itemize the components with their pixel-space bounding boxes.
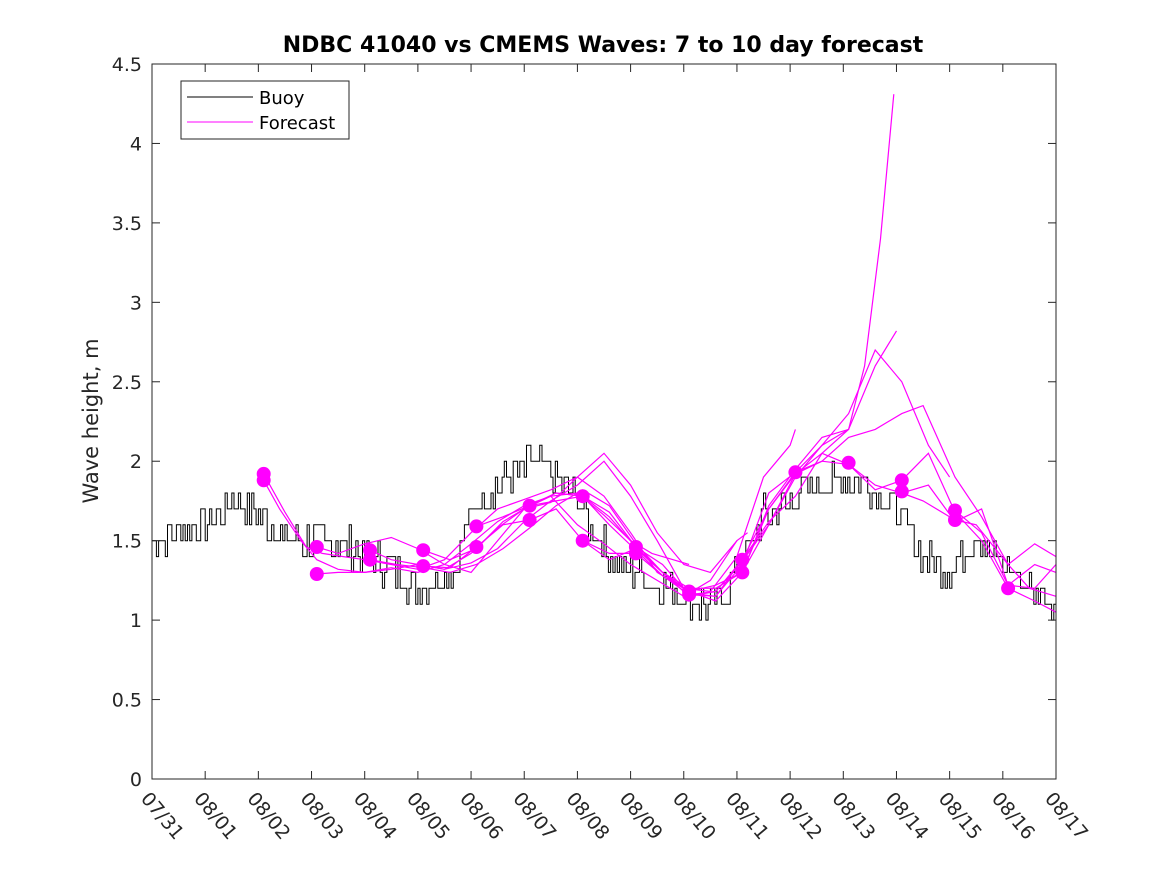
legend: Buoy Forecast (180, 80, 350, 140)
forecast-marker (735, 565, 750, 580)
forecast-marker (416, 559, 431, 574)
forecast-marker (416, 543, 431, 558)
forecast-marker (309, 540, 324, 554)
chart-title: NDBC 41040 vs CMEMS Waves: 7 to 10 day f… (283, 33, 924, 58)
forecast-series-line (476, 348, 951, 593)
plot-area: 00.511.522.533.544.507/31 08/01 08/02 08/03… (112, 54, 1092, 844)
y-axis-label: Wave height, m (79, 338, 103, 503)
y-tick-label: 3.5 (112, 213, 142, 235)
y-tick-label: 4 (130, 133, 142, 155)
forecast-marker (628, 546, 643, 561)
y-tick-label: 1 (130, 610, 142, 632)
y-tick-label: 0 (130, 769, 142, 791)
forecast-marker (469, 519, 484, 534)
y-tick-label: 0.5 (112, 690, 142, 712)
forecast-marker (469, 540, 484, 554)
axes-background (152, 64, 1056, 779)
forecast-marker (841, 455, 856, 470)
forecast-series-line (582, 452, 1057, 613)
forecast-marker (522, 513, 537, 527)
forecast-marker (1001, 581, 1016, 596)
y-tick-label: 2.5 (112, 372, 142, 394)
forecast-marker (256, 473, 271, 488)
forecast-series-line (369, 428, 849, 597)
marker-layer (256, 455, 1016, 602)
y-tick-label: 3 (130, 292, 142, 314)
forecast-marker (788, 465, 803, 480)
axes-box (151, 63, 1057, 780)
legend-forecast-label: Forecast (259, 113, 335, 134)
forecast-marker (735, 552, 750, 567)
legend-box (180, 80, 350, 140)
forecast-marker (363, 552, 377, 567)
forecast-marker (948, 513, 962, 527)
forecast-marker (575, 533, 590, 548)
forecast-series-line (901, 492, 1057, 566)
forecast-series-line (423, 94, 895, 597)
y-tick-label: 2 (130, 451, 142, 473)
forecast-marker (522, 498, 537, 513)
y-tick-label: 4.5 (112, 54, 142, 76)
forecast-marker (894, 484, 909, 499)
forecast-marker (309, 567, 324, 581)
y-tick-label: 1.5 (112, 531, 142, 553)
legend-buoy-label: Buoy (259, 88, 305, 109)
forecast-series-line (369, 429, 796, 593)
forecast-marker (575, 489, 590, 504)
forecast-marker (682, 587, 697, 602)
